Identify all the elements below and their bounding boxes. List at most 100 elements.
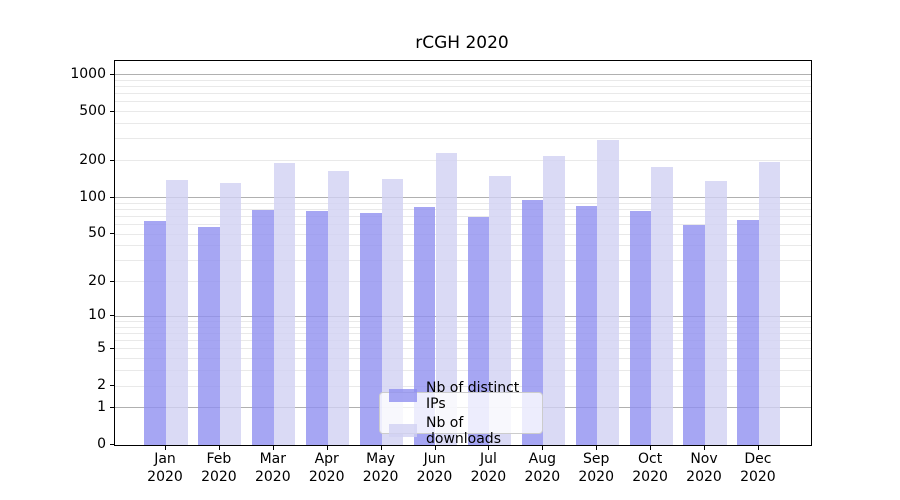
bar-downloads: [166, 180, 188, 445]
gridline-minor: [115, 333, 811, 334]
x-tick-label: Apr 2020: [308, 451, 345, 485]
bar-distinct-ips: [683, 224, 705, 445]
gridline-minor: [115, 202, 811, 204]
gridline-minor: [115, 160, 811, 162]
bar-downloads: [597, 139, 619, 445]
y-tick-label: 5: [97, 339, 106, 356]
gridline-minor: [115, 260, 811, 262]
bar-downloads: [273, 163, 296, 445]
legend-item-distinct-ips: Nb of distinct IPs: [389, 380, 542, 412]
y-tick-label: 10: [88, 307, 106, 324]
gridline-minor: [115, 245, 811, 247]
y-tick-label: 50: [88, 225, 106, 242]
chart-title: rCGH 2020: [415, 33, 509, 53]
x-tick-mark: [326, 446, 328, 450]
gridline-minor: [115, 93, 811, 95]
gridline-major: [115, 197, 811, 199]
gridline-major: [115, 315, 811, 317]
legend-label-distinct-ips: Nb of distinct IPs: [426, 379, 520, 412]
plot-area: [114, 60, 812, 446]
bar-downloads: [758, 162, 781, 445]
y-tick-label: 20: [88, 272, 106, 289]
gridline-minor: [115, 233, 811, 235]
bar-distinct-ips: [306, 210, 328, 445]
y-tick-mark: [110, 406, 114, 408]
gridline-minor: [115, 86, 811, 87]
x-tick-label: May 2020: [362, 451, 399, 485]
x-tick-mark: [542, 446, 544, 450]
y-tick-mark: [110, 110, 114, 112]
y-tick-mark: [110, 385, 114, 387]
x-tick-label: Oct 2020: [632, 451, 668, 485]
x-tick-label: Jul 2020: [470, 451, 507, 485]
gridline-minor: [115, 281, 811, 283]
gridline-minor: [115, 101, 811, 103]
y-tick-mark: [110, 196, 114, 198]
y-tick-label: 1: [97, 398, 106, 415]
gridline-major: [115, 74, 811, 76]
bar-downloads: [327, 171, 350, 445]
x-tick-label: Aug 2020: [524, 451, 561, 485]
gridline-minor: [115, 321, 811, 323]
x-tick-mark: [650, 446, 652, 450]
y-tick-mark: [110, 280, 114, 282]
y-tick-label: 1000: [70, 65, 106, 82]
bar-downloads: [381, 178, 404, 445]
bar-distinct-ips: [629, 210, 652, 445]
gridline-minor: [115, 348, 811, 350]
x-tick-label: Jun 2020: [416, 451, 453, 485]
bar-distinct-ips: [198, 227, 220, 445]
legend-swatch-downloads: [389, 424, 417, 437]
x-tick-mark: [434, 446, 436, 450]
x-tick-label: Dec 2020: [740, 451, 776, 485]
gridline-minor: [115, 340, 811, 342]
bar-downloads: [543, 156, 565, 445]
gridline-minor: [115, 208, 811, 210]
y-tick-label: 100: [79, 188, 106, 205]
x-tick-mark: [704, 446, 705, 450]
x-tick-mark: [165, 446, 166, 450]
legend-label-downloads: Nb of downloads: [426, 414, 501, 447]
gridline-minor: [115, 224, 811, 226]
y-tick-mark: [110, 347, 114, 349]
gridline-minor: [115, 215, 811, 217]
y-tick-mark: [110, 444, 114, 445]
gridline-minor: [115, 111, 811, 113]
legend-swatch-distinct-ips: [389, 389, 417, 402]
bar-distinct-ips: [252, 210, 274, 445]
x-tick-mark: [488, 446, 490, 450]
gridline-minor: [115, 370, 811, 372]
x-tick-mark: [218, 446, 220, 450]
bar-distinct-ips: [521, 200, 544, 445]
legend: Nb of distinct IPs Nb of downloads: [379, 380, 543, 447]
x-tick-label: Jan 2020: [147, 451, 183, 485]
bar-distinct-ips: [144, 221, 166, 445]
bar-downloads: [651, 167, 673, 445]
bar-distinct-ips: [413, 206, 436, 445]
bar-distinct-ips: [575, 206, 598, 445]
gridline-minor: [115, 326, 811, 328]
gridline-minor: [115, 358, 811, 360]
x-tick-label: Nov 2020: [686, 451, 722, 485]
gridline-minor: [115, 123, 811, 125]
y-tick-mark: [110, 159, 114, 161]
y-tick-mark: [110, 73, 114, 75]
legend-item-downloads: Nb of downloads: [389, 415, 542, 447]
bar-downloads: [219, 183, 242, 445]
bar-distinct-ips: [360, 212, 382, 445]
x-tick-label: Mar 2020: [254, 451, 291, 485]
bar-downloads: [435, 153, 458, 445]
y-tick-mark: [110, 315, 114, 317]
gridline-minor: [115, 79, 811, 81]
x-tick-mark: [272, 446, 274, 450]
x-tick-mark: [380, 446, 382, 450]
x-tick-label: Sep 2020: [578, 451, 614, 485]
x-tick-mark: [757, 446, 759, 450]
bar-distinct-ips: [737, 220, 759, 445]
gridline-minor: [115, 385, 811, 387]
y-tick-label: 200: [79, 151, 106, 168]
bar-downloads: [489, 175, 511, 445]
y-tick-label: 500: [79, 102, 106, 119]
bar-downloads: [705, 181, 727, 445]
